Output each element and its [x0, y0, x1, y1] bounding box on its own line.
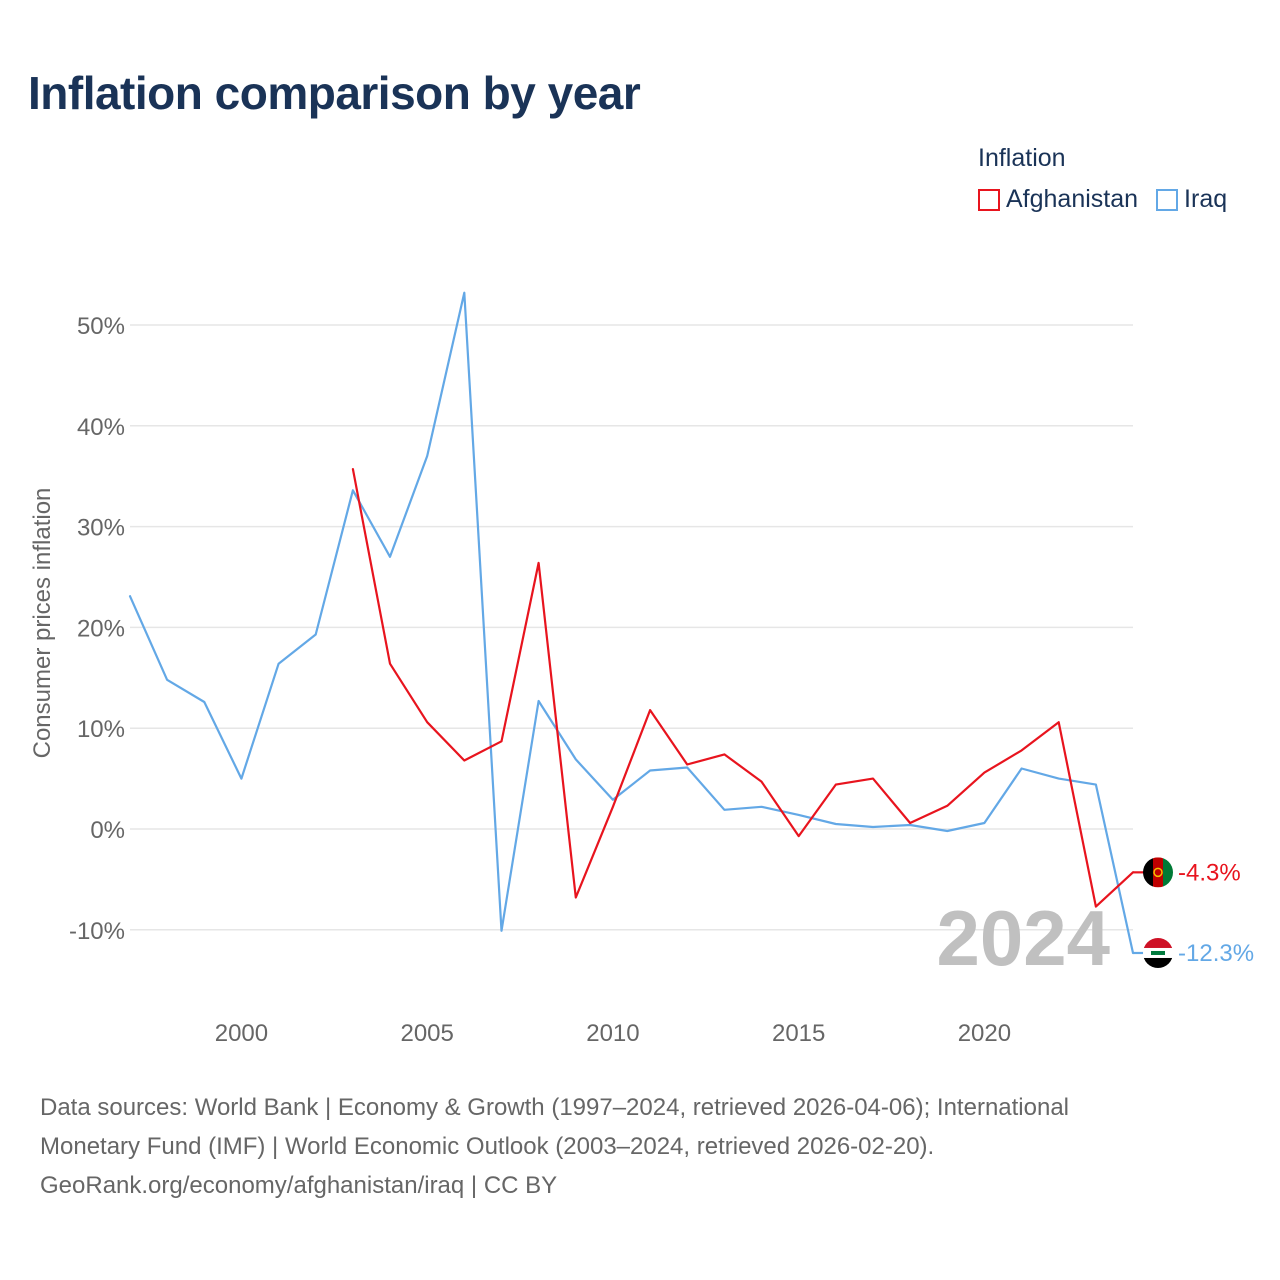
x-tick-label: 2020 — [958, 1020, 1011, 1047]
y-tick-label: 20% — [77, 615, 125, 642]
source-line-3: GeoRank.org/economy/afghanistan/iraq | C… — [40, 1172, 558, 1199]
chart-title: Inflation comparison by year — [28, 67, 641, 119]
end-value-label-afghanistan: -4.3% — [1178, 859, 1241, 886]
y-tick-label: 40% — [77, 414, 125, 441]
x-tick-label: 2015 — [772, 1020, 825, 1047]
afghanistan-flag-icon — [1143, 857, 1173, 888]
source-line-2: Monetary Fund (IMF) | World Economic Out… — [40, 1133, 935, 1160]
y-tick-label: 0% — [90, 817, 125, 844]
y-tick-label: -10% — [69, 918, 125, 945]
x-tick-label: 2010 — [586, 1020, 639, 1047]
end-marker-iraq: -12.3% — [1133, 937, 1254, 968]
legend-swatch-afghanistan — [978, 188, 1000, 211]
source-line-1: Data sources: World Bank | Economy & Gro… — [40, 1094, 1070, 1121]
x-tick-label: 2000 — [215, 1020, 268, 1047]
y-tick-label: 30% — [77, 515, 125, 542]
y-tick-label: 50% — [77, 313, 125, 340]
end-marker-afghanistan: -4.3% — [1133, 857, 1241, 888]
legend-item-afghanistan[interactable]: Afghanistan — [978, 185, 1138, 214]
legend-title: Inflation — [978, 144, 1066, 172]
iraq-flag-icon — [1143, 937, 1173, 968]
end-value-label-iraq: -12.3% — [1178, 940, 1254, 967]
series-line-iraq[interactable] — [128, 291, 1135, 955]
legend: Afghanistan Iraq — [978, 185, 1227, 214]
legend-swatch-iraq — [1156, 188, 1179, 211]
y-tick-label: 10% — [77, 716, 125, 743]
source-notes: Data sources: World Bank | Economy & Gro… — [40, 1088, 1240, 1205]
series-line-afghanistan[interactable] — [351, 468, 1135, 908]
legend-label-afghanistan: Afghanistan — [1006, 185, 1139, 213]
legend-label-iraq: Iraq — [1184, 185, 1228, 213]
x-tick-label: 2005 — [400, 1020, 453, 1047]
y-axis-label: Consumer prices inflation — [29, 488, 56, 759]
legend-item-iraq[interactable]: Iraq — [1156, 185, 1227, 214]
line-chart: -10% 0% 10% 20% 30% 40% 50% 2000 2005 2010 2015 202… — [29, 291, 1254, 1047]
year-watermark: 2024 — [936, 894, 1110, 982]
